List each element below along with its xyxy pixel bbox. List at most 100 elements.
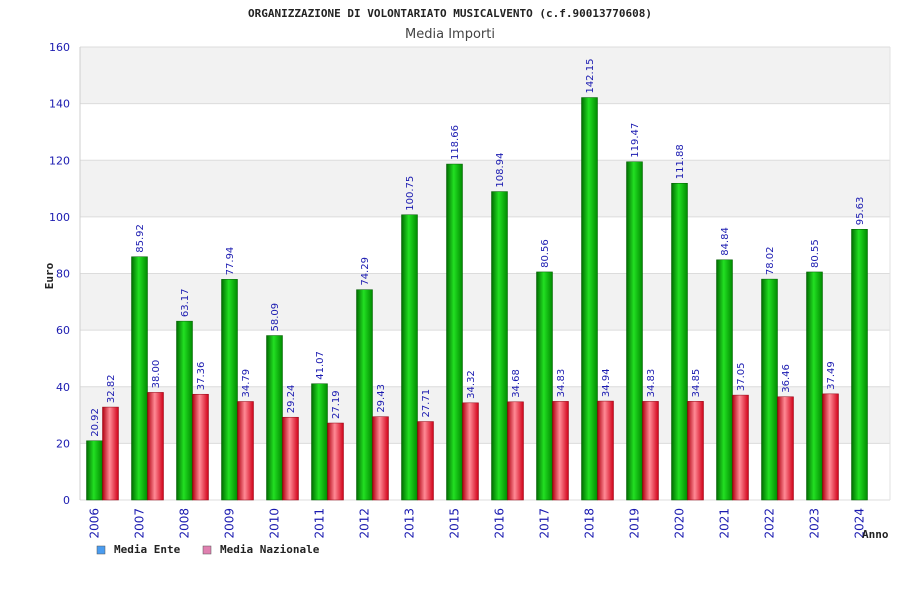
bar-media-nazionale	[372, 416, 389, 501]
x-tick-label: 2011	[313, 508, 327, 539]
bar-media-ente	[491, 191, 508, 501]
x-tick-label: 2009	[223, 508, 237, 539]
bar-media-nazionale	[417, 421, 434, 501]
legend-swatch-media-nazionale	[202, 545, 212, 555]
bar-media-nazionale	[687, 401, 704, 501]
bar-media-ente	[536, 271, 553, 501]
data-label: 34.32	[466, 370, 477, 399]
bar-media-nazionale	[732, 394, 749, 501]
bar-media-ente	[221, 279, 238, 501]
legend-label-media-ente: Media Ente	[114, 543, 181, 556]
legend: Media Ente Media Nazionale	[96, 543, 320, 556]
bar-media-nazionale	[822, 393, 839, 501]
bar-media-nazionale	[147, 392, 164, 501]
y-tick-label: 80	[56, 268, 70, 281]
bar-media-ente	[176, 320, 193, 501]
bar-media-nazionale	[102, 406, 119, 501]
data-label: 37.49	[826, 361, 837, 390]
bar-media-nazionale	[237, 401, 254, 501]
bar-media-ente	[356, 289, 373, 501]
bars-group	[86, 97, 868, 501]
bar-media-ente	[716, 259, 733, 501]
x-tick-label: 2021	[718, 508, 732, 539]
x-tick-label: 2018	[583, 508, 597, 539]
y-tick-label: 40	[56, 381, 70, 394]
bar-media-nazionale	[777, 396, 794, 501]
grid-band	[80, 273, 890, 331]
chart-subtitle: Media Importi	[405, 27, 495, 42]
bar-media-nazionale	[462, 402, 479, 501]
data-label: 37.05	[736, 362, 747, 391]
data-label: 84.84	[720, 227, 731, 256]
bar-media-ente	[446, 163, 463, 501]
bar-media-ente	[311, 383, 328, 501]
x-tick-label: 2010	[268, 508, 282, 539]
x-tick-label: 2016	[493, 508, 507, 539]
bar-media-nazionale	[192, 393, 209, 501]
x-tick-label: 2006	[88, 508, 102, 539]
data-label: 108.94	[495, 153, 506, 188]
bar-media-nazionale	[597, 400, 614, 501]
data-label: 36.46	[781, 364, 792, 393]
data-label: 78.02	[765, 246, 776, 275]
grid-band	[80, 216, 890, 274]
x-tick-label: 2022	[763, 508, 777, 539]
data-label: 34.94	[601, 368, 612, 397]
data-label: 34.83	[646, 369, 657, 398]
data-label: 27.71	[421, 389, 432, 418]
data-label: 80.56	[540, 239, 551, 268]
grid-band	[80, 330, 890, 387]
data-label: 118.66	[450, 125, 461, 160]
y-tick-label: 140	[49, 98, 70, 111]
legend-swatch-media-ente	[96, 545, 106, 555]
bar-media-nazionale	[327, 422, 344, 501]
data-label: 142.15	[585, 59, 596, 94]
data-label: 80.55	[810, 239, 821, 268]
x-tick-label: 2012	[358, 508, 372, 539]
y-tick-label: 160	[49, 41, 70, 54]
grid-band	[80, 386, 890, 444]
data-label: 100.75	[405, 176, 416, 211]
data-label: 41.07	[315, 351, 326, 380]
plot-background	[79, 46, 891, 501]
x-axis-label: Anno	[862, 528, 889, 541]
data-label: 29.43	[376, 384, 387, 413]
bar-media-nazionale	[507, 401, 524, 501]
data-label: 85.92	[135, 224, 146, 253]
x-tick-label: 2024	[853, 508, 867, 539]
y-tick-label: 60	[56, 324, 70, 337]
data-label: 38.00	[151, 360, 162, 389]
y-axis-ticks: 0 20 40 60 80 100 120 140 160	[49, 41, 70, 507]
data-label: 77.94	[225, 247, 236, 276]
value-labels-group: 20.92 85.92 63.17 77.94 58.09 41.07 74.29 100.7…	[90, 59, 866, 437]
bar-media-ente	[761, 278, 778, 501]
bar-media-ente	[401, 214, 418, 501]
data-label: 34.85	[691, 369, 702, 398]
bar-media-nazionale	[552, 401, 569, 501]
bar-media-nazionale	[642, 401, 659, 501]
x-tick-label: 2008	[178, 508, 192, 539]
data-label: 20.92	[90, 408, 101, 437]
data-label: 58.09	[270, 303, 281, 332]
bar-media-nazionale	[282, 416, 299, 501]
x-tick-label: 2020	[673, 508, 687, 539]
grid-band	[80, 103, 890, 161]
data-label: 34.79	[241, 369, 252, 398]
y-tick-label: 120	[49, 154, 70, 167]
data-label: 74.29	[360, 257, 371, 286]
y-tick-label: 100	[49, 211, 70, 224]
data-label: 119.47	[630, 123, 641, 158]
x-tick-label: 2015	[448, 508, 462, 539]
bar-media-ente	[626, 161, 643, 501]
bar-media-ente	[851, 228, 868, 501]
chart-title: ORGANIZZAZIONE DI VOLONTARIATO MUSICALVE…	[248, 7, 652, 20]
bar-media-ente	[581, 97, 598, 501]
bar-media-ente	[266, 335, 283, 501]
x-tick-label: 2017	[538, 508, 552, 539]
data-label: 34.68	[511, 369, 522, 398]
grid-band	[80, 47, 890, 104]
y-tick-label: 0	[63, 494, 70, 507]
y-axis-label: Euro	[43, 262, 56, 289]
x-tick-label: 2013	[403, 508, 417, 539]
